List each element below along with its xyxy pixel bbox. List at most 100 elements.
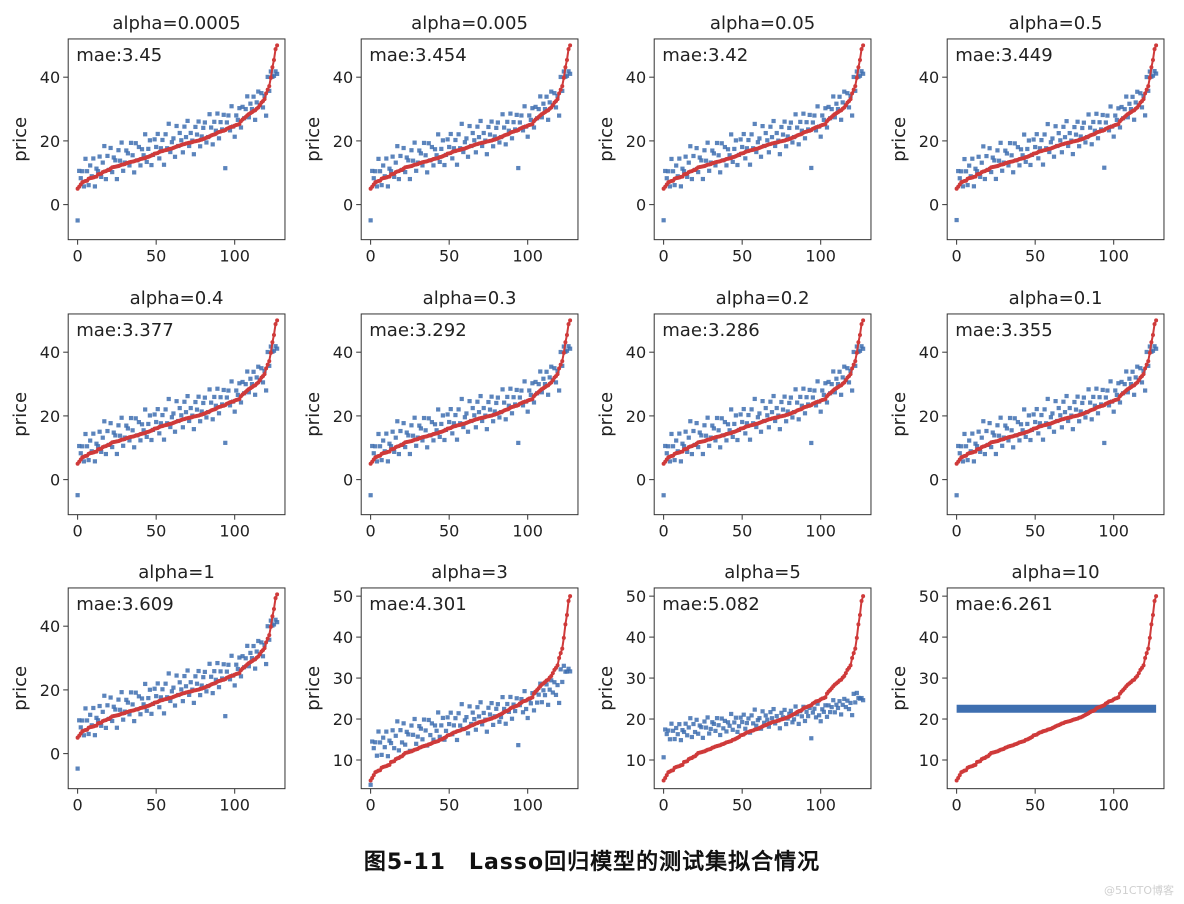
scatter-point bbox=[152, 687, 156, 691]
scatter-point bbox=[726, 147, 730, 151]
scatter-point bbox=[1130, 369, 1134, 373]
scatter-point bbox=[253, 118, 257, 122]
truth-marker bbox=[1146, 359, 1150, 363]
scatter-point bbox=[712, 722, 716, 726]
scatter-point bbox=[80, 719, 84, 723]
scatter-point bbox=[489, 119, 493, 123]
watermark: @51CTO博客 bbox=[1104, 882, 1174, 898]
scatter-point bbox=[1042, 407, 1046, 411]
scatter-point bbox=[757, 136, 761, 140]
truth-marker bbox=[1148, 76, 1152, 80]
scatter-point bbox=[195, 407, 199, 411]
truth-marker bbox=[1154, 43, 1158, 47]
scatter-point bbox=[1057, 131, 1061, 135]
scatter-point bbox=[184, 684, 188, 688]
scatter-point bbox=[467, 124, 471, 128]
truth-marker bbox=[263, 646, 267, 650]
scatter-point bbox=[1088, 126, 1092, 130]
scatter-point bbox=[181, 425, 185, 429]
scatter-point bbox=[831, 369, 835, 373]
axes-box bbox=[361, 39, 578, 240]
scatter-point bbox=[450, 156, 454, 160]
truth-marker bbox=[266, 362, 270, 366]
scatter-point bbox=[178, 131, 182, 135]
scatter-point bbox=[839, 713, 843, 717]
scatter-point bbox=[795, 125, 799, 129]
scatter-point bbox=[275, 346, 279, 350]
truth-marker bbox=[853, 647, 857, 651]
scatter-point bbox=[402, 146, 406, 150]
scatter-point bbox=[980, 435, 984, 439]
scatter-point bbox=[515, 113, 519, 117]
scatter-point bbox=[822, 710, 826, 714]
scatter-point bbox=[486, 400, 490, 404]
scatter-point bbox=[679, 184, 683, 188]
truth-marker bbox=[556, 97, 560, 101]
ylabel: price bbox=[305, 666, 324, 711]
scatter-point bbox=[526, 409, 530, 413]
scatter-point bbox=[684, 722, 688, 726]
xtick-label: 50 bbox=[1025, 521, 1045, 540]
scatter-point bbox=[1088, 400, 1092, 404]
scatter-point bbox=[1083, 415, 1087, 419]
scatter-point bbox=[782, 120, 786, 124]
scatter-point bbox=[184, 410, 188, 414]
scatter-point bbox=[1050, 136, 1054, 140]
scatter-point bbox=[160, 413, 164, 417]
scatter-point bbox=[537, 107, 541, 111]
axes-box bbox=[68, 39, 285, 240]
scatter-point bbox=[433, 422, 437, 426]
truth-marker bbox=[1153, 47, 1157, 51]
scatter-point bbox=[478, 394, 482, 398]
subplot-svg: alpha=0.205010002040pricemae:3.286 bbox=[598, 285, 879, 556]
scatter-point bbox=[156, 132, 160, 136]
scatter-point bbox=[966, 183, 970, 187]
scatter-point bbox=[1027, 413, 1031, 417]
truth-marker bbox=[563, 623, 567, 627]
scatter-point bbox=[850, 388, 854, 392]
ytick-label: 40 bbox=[333, 343, 353, 362]
scatter-point bbox=[1105, 113, 1109, 117]
scatter-point bbox=[519, 113, 523, 117]
scatter-point bbox=[781, 132, 785, 136]
scatter-point bbox=[234, 388, 238, 392]
xtick-label: 100 bbox=[512, 521, 543, 540]
scatter-point bbox=[705, 415, 709, 419]
scatter-point bbox=[541, 102, 545, 106]
scatter-point bbox=[218, 120, 222, 124]
scatter-point bbox=[85, 444, 89, 448]
scatter-point bbox=[1101, 387, 1105, 391]
scatter-point bbox=[391, 155, 395, 159]
scatter-point bbox=[375, 754, 379, 758]
scatter-point bbox=[486, 125, 490, 129]
scatter-point bbox=[427, 416, 431, 420]
scatter-point bbox=[538, 369, 542, 373]
scatter-point bbox=[264, 388, 268, 392]
scatter-point bbox=[422, 416, 426, 420]
scatter-point bbox=[1068, 131, 1072, 135]
scatter-point bbox=[674, 726, 678, 730]
scatter-point bbox=[160, 687, 164, 691]
scatter-point bbox=[115, 177, 119, 181]
scatter-point bbox=[500, 112, 504, 116]
scatter-point bbox=[87, 458, 91, 462]
scatter-point bbox=[245, 94, 249, 98]
scatter-point bbox=[1017, 438, 1021, 442]
scatter-point bbox=[695, 146, 699, 150]
scatter-point bbox=[444, 729, 448, 733]
scatter-point bbox=[742, 132, 746, 136]
scatter-point bbox=[765, 138, 769, 142]
scatter-point bbox=[970, 157, 974, 161]
scatter-point bbox=[981, 144, 985, 148]
scatter-point bbox=[716, 428, 720, 432]
scatter-point bbox=[207, 662, 211, 666]
scatter-point bbox=[804, 710, 808, 714]
scatter-point bbox=[768, 125, 772, 129]
scatter-point bbox=[195, 682, 199, 686]
scatter-point bbox=[132, 719, 136, 723]
scatter-point bbox=[464, 715, 468, 719]
scatter-point bbox=[192, 701, 196, 705]
scatter-point bbox=[811, 395, 815, 399]
truth-marker bbox=[263, 372, 267, 376]
scatter-point bbox=[1072, 400, 1076, 404]
